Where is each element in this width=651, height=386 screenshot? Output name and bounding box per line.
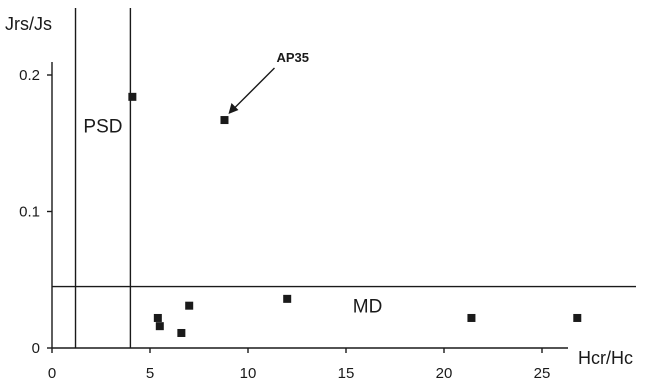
x-tick-label: 20: [436, 365, 453, 382]
annotation-arrow-line: [233, 67, 275, 109]
data-point: [467, 313, 476, 322]
annotations: AP35: [228, 50, 309, 115]
data-point: [177, 328, 186, 337]
x-axis-title: Hcr/Hc: [578, 348, 633, 368]
x-tick-label: 15: [338, 365, 355, 382]
data-point: [153, 313, 162, 322]
y-ticks: 0 0.1 0.2: [19, 67, 52, 357]
data-point: [573, 313, 582, 322]
x-tick-label: 0: [48, 365, 56, 382]
annotation-arrowhead: [228, 103, 239, 115]
region-label-psd: PSD: [83, 116, 122, 137]
guide-lines: [52, 8, 636, 348]
y-tick-label: 0.1: [19, 204, 40, 221]
y-tick-label: 0.2: [19, 67, 40, 84]
annotation-label: AP35: [276, 50, 309, 65]
y-axis-title: Jrs/Js: [5, 14, 52, 34]
x-ticks: 0 5 10 15 20 25: [48, 348, 551, 382]
data-point: [185, 301, 194, 310]
axes: [51, 62, 568, 349]
x-tick-label: 10: [240, 365, 257, 382]
data-point: [128, 92, 137, 101]
data-point: [220, 116, 229, 125]
x-tick-label: 25: [534, 365, 551, 382]
data-points: [128, 92, 582, 337]
y-tick-label: 0: [32, 340, 40, 357]
data-point: [283, 294, 292, 303]
region-labels: PSD MD: [83, 116, 382, 317]
x-tick-label: 5: [146, 365, 154, 382]
data-point: [155, 322, 164, 331]
region-label-md: MD: [353, 297, 383, 318]
